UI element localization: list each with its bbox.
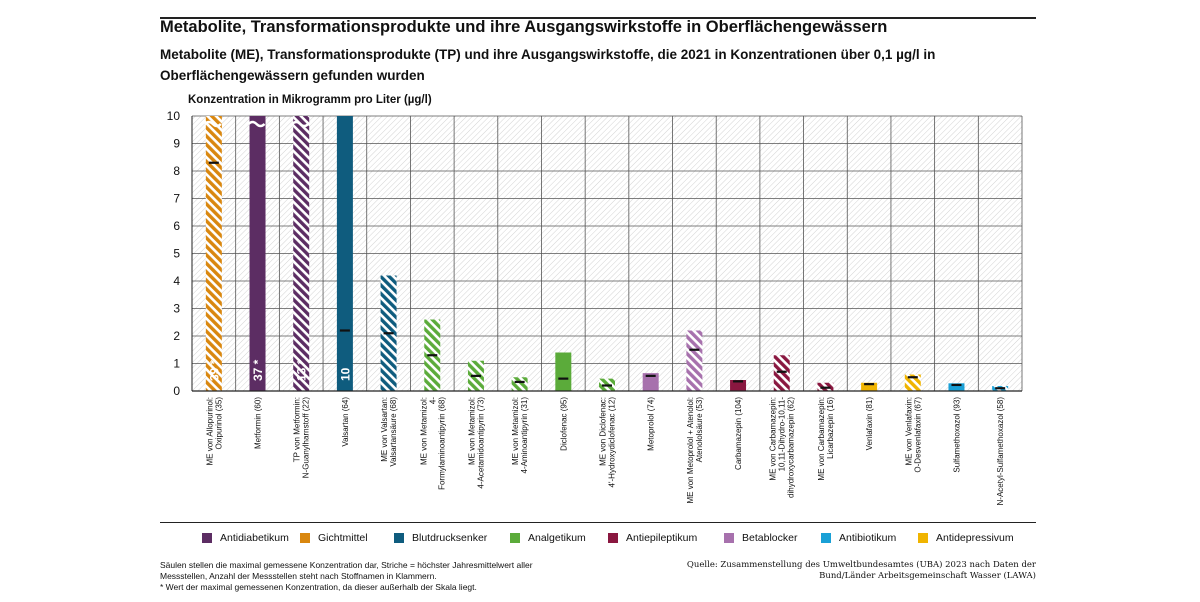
bar: [336, 116, 353, 391]
x-tick-label: ME von Venlafaxin:: [904, 397, 913, 465]
footnote: Säulen stellen die maximal gemessene Kon…: [160, 560, 580, 593]
x-tick-label: 4'-Hydroxydiclofenac (12): [608, 397, 617, 488]
x-tick-label: Valsartan (64): [341, 397, 350, 447]
legend-item: Gichtmittel: [300, 532, 368, 544]
x-tick-label: dihydroxycarbamazepin (62): [787, 397, 796, 498]
square-icon: [394, 533, 404, 543]
x-tick-label: Licarbazepin (16): [826, 397, 835, 459]
y-tick-label: 7: [173, 192, 180, 206]
legend-label: Gichtmittel: [318, 532, 368, 544]
x-tick-label: ME von Diclofenac:: [599, 397, 608, 466]
x-tick-label: 10,11-Dihydro-10,11-: [778, 397, 787, 472]
y-tick-label: 2: [173, 329, 180, 343]
legend-item: Antidiabetikum: [202, 532, 289, 544]
bar-value-label: 39 *: [207, 359, 221, 381]
x-tick-label: Diclofenac (95): [559, 397, 568, 451]
top-rule: [160, 17, 1036, 19]
x-tick-label: Venlafaxin (81): [865, 397, 874, 451]
x-tick-label: N-Acetyl-Sulfamethoxazol (58): [996, 397, 1005, 506]
square-icon: [510, 533, 520, 543]
x-tick-label: ME von Metamizol:: [419, 397, 428, 465]
bar: [686, 330, 703, 391]
bar: [861, 382, 878, 391]
legend-label: Antibiotikum: [839, 532, 897, 544]
bar: [948, 383, 965, 391]
axis-break-mark: [291, 120, 310, 128]
bar: [293, 116, 310, 391]
y-tick-label: 6: [173, 219, 180, 233]
y-tick-label: 0: [173, 384, 180, 398]
bar: [555, 352, 572, 391]
legend-item: Betablocker: [724, 532, 797, 544]
footnote-text: Säulen stellen die maximal gemessene Kon…: [160, 560, 533, 581]
x-tick-label: ME von Metoprolol + Atenolol:: [686, 397, 695, 504]
x-tick-label: Atenololsäure (53): [695, 397, 704, 463]
x-tick-label: TP von Metformin:: [293, 397, 302, 462]
legend-label: Antidepressivum: [936, 532, 1014, 544]
x-tick-label: N-Guanylharnstoff (22): [302, 397, 311, 479]
square-icon: [724, 533, 734, 543]
source-note: Quelle: Zusammenstellung des Umweltbunde…: [686, 560, 1036, 581]
legend-item: Antidepressivum: [918, 532, 1014, 544]
chart-subtitle: Metabolite (ME), Transformationsprodukte…: [160, 47, 936, 83]
legend-label: Antiepileptikum: [626, 532, 698, 544]
x-tick-label: Sulfamethoxazol (93): [952, 397, 961, 473]
x-tick-label: Metoprolol (74): [647, 397, 656, 451]
y-tick-label: 1: [173, 357, 180, 371]
y-axis-label: Konzentration in Mikrogramm pro Liter (µ…: [188, 94, 432, 106]
x-tick-label: Formylaminoantipyrin (68): [437, 397, 446, 490]
legend-item: Analgetikum: [510, 532, 586, 544]
bar: [642, 373, 659, 391]
x-tick-label: ME von Carbamazepin:: [817, 397, 826, 481]
bar-value-label: 37 *: [251, 359, 265, 381]
square-icon: [821, 533, 831, 543]
legend: Antidiabetikum Gichtmittel Blutdrucksenker…: [160, 532, 1036, 550]
bar-value-label: 13 *: [295, 359, 309, 381]
x-tick-label: ME von Allopurinol:: [205, 397, 214, 465]
x-tick-label: Carbamazepin (104): [734, 397, 743, 470]
x-tick-label: ME von Metamizol:: [511, 397, 520, 465]
bar-chart: 39 * 37 * 13 * 10 0 1 2 3 4 5 6 7 8 9 10 Konzentration…: [167, 94, 1023, 506]
bar: [205, 116, 222, 391]
bar: [511, 377, 528, 391]
x-tick-label: 4-Acetamidoantipyrin (73): [476, 397, 485, 489]
x-tick-label: O-Desvenlafaxin (67): [913, 397, 922, 473]
y-tick-label: 9: [173, 137, 180, 151]
x-tick-label: ME von Metamizol:: [467, 397, 476, 465]
square-icon: [300, 533, 310, 543]
square-icon: [202, 533, 212, 543]
x-tick-label: 4-Aminoantipyrin (31): [520, 397, 529, 474]
legend-item: Antiepileptikum: [608, 532, 697, 544]
chart-title: Metabolite, Transformationsprodukte und …: [160, 18, 888, 36]
y-tick-label: 4: [173, 274, 180, 288]
bar-value-label: 10: [338, 367, 352, 381]
y-tick-label: 3: [173, 302, 180, 316]
y-tick-label: 10: [167, 109, 181, 123]
axis-break-mark: [203, 120, 222, 128]
x-tick-label: ME von Carbamazepin:: [769, 397, 778, 481]
x-tick-label: Valsartansäure (68): [389, 397, 398, 467]
x-tick-label: ME von Valsartan:: [380, 397, 389, 462]
y-tick-label: 8: [173, 164, 180, 178]
axis-break-mark: [247, 120, 266, 128]
square-icon: [918, 533, 928, 543]
x-tick-label: 4-: [428, 397, 437, 404]
legend-rule: [160, 522, 1036, 523]
bar: [249, 116, 266, 391]
legend-label: Blutdrucksenker: [412, 532, 488, 544]
bar: [904, 374, 921, 391]
square-icon: [608, 533, 618, 543]
bar: [730, 380, 747, 391]
legend-item: Antibiotikum: [821, 532, 896, 544]
legend-label: Antidiabetikum: [220, 532, 289, 544]
x-tick-label: Metformin (60): [254, 397, 263, 449]
y-tick-label: 5: [173, 247, 180, 261]
x-tick-label: Oxipurinol (35): [214, 397, 223, 450]
legend-label: Analgetikum: [528, 532, 586, 544]
legend-label: Betablocker: [742, 532, 798, 544]
legend-item: Blutdrucksenker: [394, 532, 487, 544]
footnote-asterisk: * Wert der maximal gemessenen Konzentrat…: [160, 582, 477, 592]
bar: [773, 355, 790, 391]
